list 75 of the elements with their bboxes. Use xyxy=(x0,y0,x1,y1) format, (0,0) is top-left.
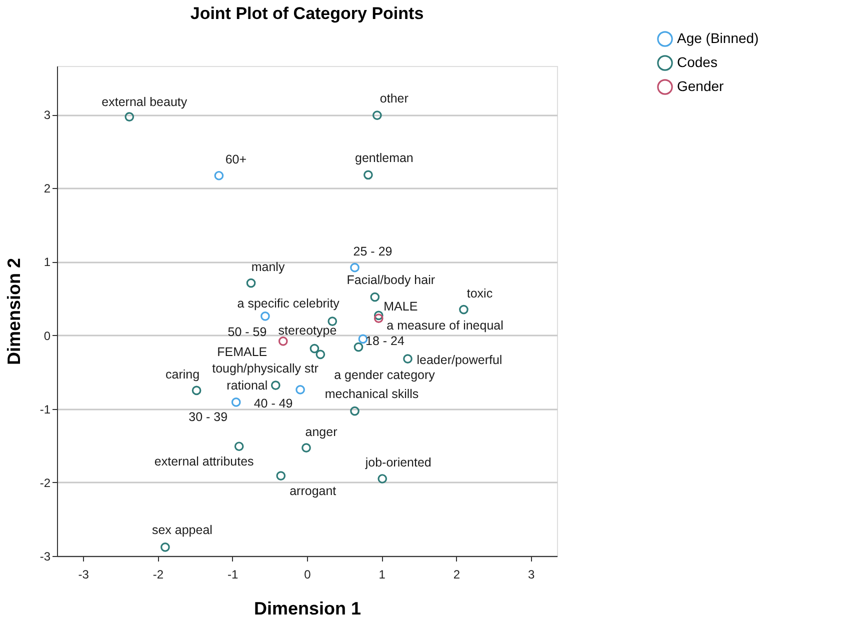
data-label: 18 - 24 xyxy=(366,334,404,348)
data-label: external beauty xyxy=(102,94,188,109)
data-label: 60+ xyxy=(225,152,247,167)
point xyxy=(370,292,380,302)
data-label: gentleman xyxy=(355,150,414,165)
data-label: 40 - 49 xyxy=(254,396,293,411)
point xyxy=(231,398,241,407)
point xyxy=(350,406,360,416)
point xyxy=(403,354,412,364)
point xyxy=(310,344,320,354)
y-tick-label: -3 xyxy=(40,550,51,564)
data-label: sex appeal xyxy=(152,523,212,538)
data-label: stereotype xyxy=(278,324,337,338)
y-tick-label: 0 xyxy=(44,328,51,343)
data-label: external attributes xyxy=(154,454,254,468)
data-label: arrogant xyxy=(290,484,337,498)
y-tick-label: 1 xyxy=(44,255,51,270)
point xyxy=(459,304,468,314)
point xyxy=(350,262,360,272)
y-tick-label: 3 xyxy=(44,108,51,122)
point xyxy=(192,386,202,396)
data-label: job-oriented xyxy=(364,456,432,470)
data-label: tough/physically str xyxy=(212,361,318,376)
data-label: MALE xyxy=(384,299,418,314)
y-axis-title: Dimension 2 xyxy=(4,258,24,366)
y-tick-label: -1 xyxy=(40,402,51,416)
x-axis-title: Dimension 1 xyxy=(254,598,362,618)
data-label: FEMALE xyxy=(217,345,268,360)
point xyxy=(374,310,384,320)
point xyxy=(328,316,338,326)
x-tick-label: 0 xyxy=(304,568,312,582)
data-label: caring xyxy=(166,367,200,382)
data-label: other xyxy=(380,91,408,106)
point xyxy=(302,443,311,453)
x-tick-label: 2 xyxy=(453,568,460,582)
data-label: Facial/body hair xyxy=(346,273,436,288)
data-label: 50 - 59 xyxy=(228,325,267,340)
point xyxy=(374,314,384,324)
point xyxy=(160,542,170,552)
point xyxy=(354,342,364,352)
legend-label: Codes xyxy=(677,54,718,70)
x-tick-label: 3 xyxy=(528,568,536,582)
data-label: rational xyxy=(226,378,268,392)
point xyxy=(124,112,134,122)
point xyxy=(270,380,280,390)
point xyxy=(234,442,244,452)
point xyxy=(214,170,224,180)
point xyxy=(316,350,326,360)
point xyxy=(278,336,288,346)
legend-label: Age (Binned) xyxy=(677,30,759,46)
legend-label: Gender xyxy=(677,78,724,94)
data-label: leader/powerful xyxy=(416,352,502,367)
point xyxy=(372,110,382,120)
data-label: 30 - 39 xyxy=(188,410,228,424)
data-label: toxic xyxy=(466,286,493,301)
point xyxy=(296,385,305,394)
data-label: mechanical skills xyxy=(324,387,419,402)
y-tick-label: 2 xyxy=(44,182,51,196)
point xyxy=(378,474,388,484)
y-tick-label: -2 xyxy=(40,476,51,490)
point xyxy=(260,311,270,321)
data-label: a measure of inequal xyxy=(386,318,504,332)
data-label: a specific celebrity xyxy=(237,296,340,310)
data-label: 25 - 29 xyxy=(353,244,392,259)
x-tick-label: 1 xyxy=(378,568,386,582)
x-tick-label: -1 xyxy=(228,568,239,582)
x-tick-label: -2 xyxy=(152,568,164,582)
data-label: manly xyxy=(251,260,286,274)
point xyxy=(246,278,256,288)
data-label: anger xyxy=(305,424,338,439)
point xyxy=(364,170,373,180)
x-tick-label: -3 xyxy=(78,568,90,582)
point xyxy=(276,471,286,480)
chart-title: Joint Plot of Category Points xyxy=(190,4,424,23)
data-label: a gender category xyxy=(334,368,436,382)
